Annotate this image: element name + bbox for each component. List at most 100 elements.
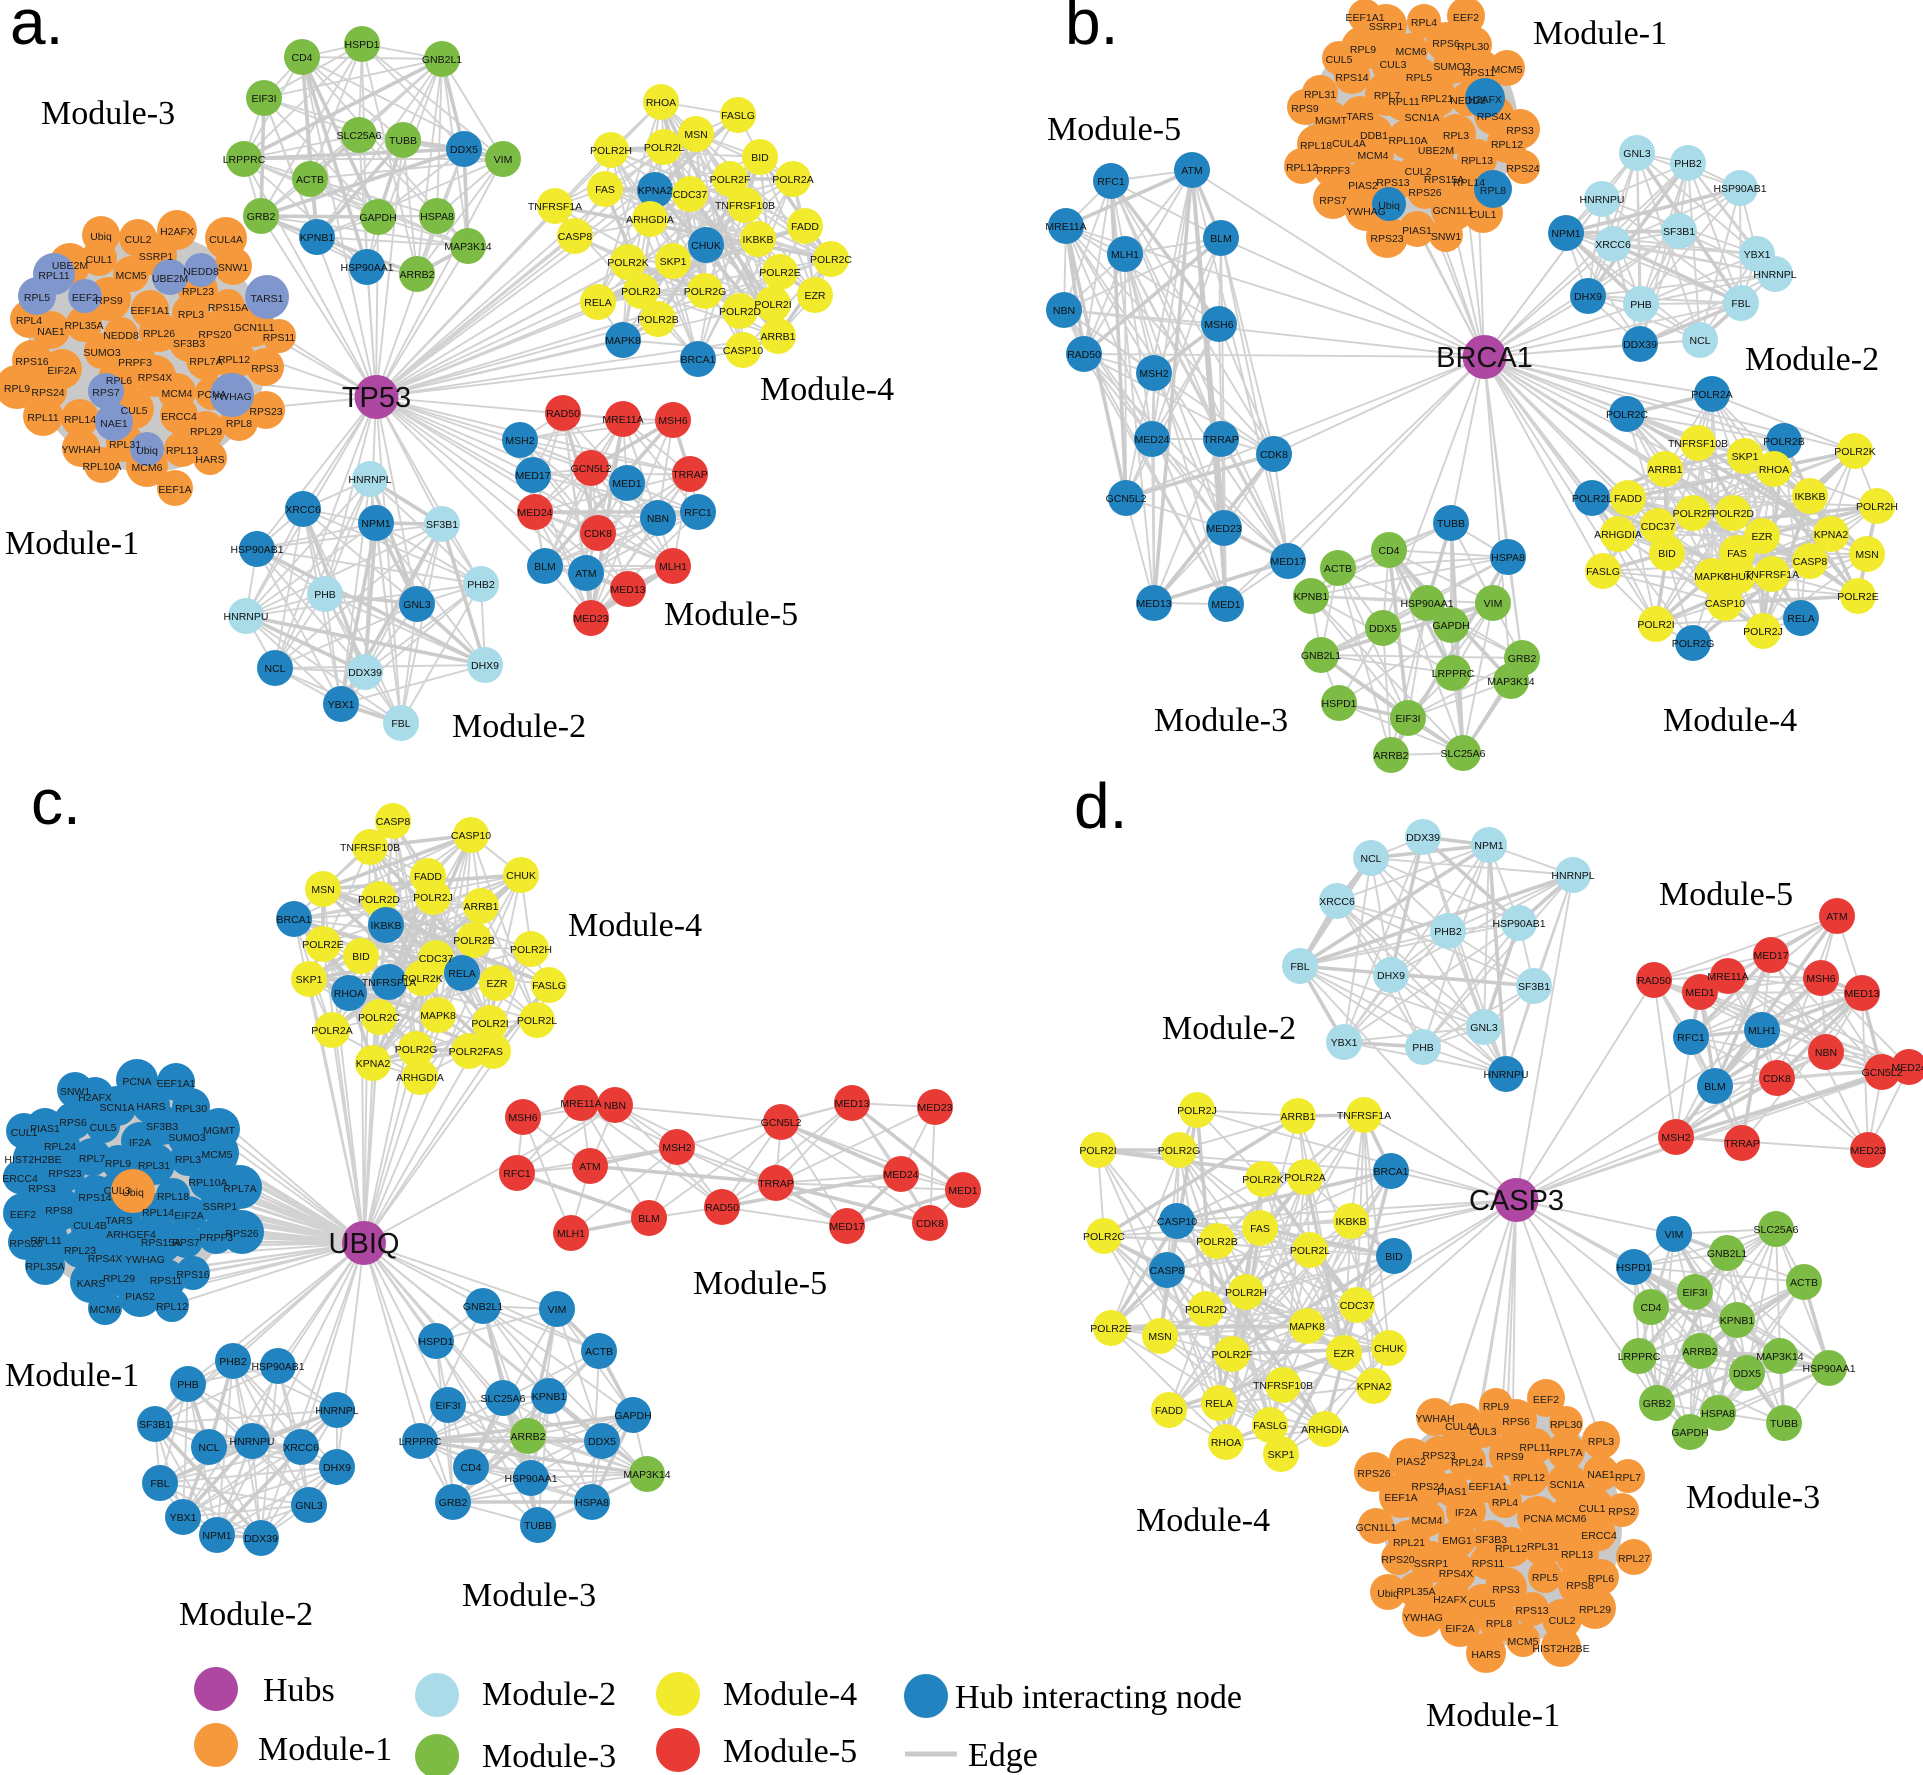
svg-text:PCNA: PCNA: [122, 1076, 151, 1088]
svg-text:SSRP1: SSRP1: [203, 1201, 238, 1213]
svg-text:MAPK8: MAPK8: [420, 1010, 456, 1022]
svg-text:RPL12: RPL12: [1491, 139, 1523, 151]
svg-text:POLR2I: POLR2I: [1079, 1145, 1116, 1157]
svg-text:RPL6: RPL6: [1588, 1573, 1614, 1585]
svg-text:POLR2D: POLR2D: [358, 894, 400, 906]
svg-text:YWHAG: YWHAG: [1346, 206, 1386, 218]
svg-text:SKP1: SKP1: [1268, 1449, 1295, 1461]
svg-text:RPL14: RPL14: [64, 414, 96, 426]
svg-text:ATM: ATM: [1826, 911, 1847, 923]
svg-text:RPL12: RPL12: [218, 354, 250, 366]
svg-text:RPS4X: RPS4X: [1477, 111, 1511, 123]
svg-text:MED1: MED1: [1685, 987, 1714, 999]
svg-text:SKP1: SKP1: [1732, 451, 1759, 463]
svg-text:RHOA: RHOA: [1211, 1437, 1241, 1449]
svg-text:MED23: MED23: [573, 613, 608, 625]
svg-text:RPS15A: RPS15A: [141, 1237, 181, 1249]
svg-text:SSRP1: SSRP1: [1369, 21, 1404, 33]
svg-text:RPS16: RPS16: [15, 356, 48, 368]
svg-text:HSP90AB1: HSP90AB1: [251, 1361, 304, 1373]
svg-text:ARRB1: ARRB1: [463, 901, 498, 913]
svg-text:MSH6: MSH6: [508, 1112, 537, 1124]
svg-text:GCN5L2: GCN5L2: [1106, 493, 1147, 505]
svg-text:CASP8: CASP8: [1150, 1265, 1185, 1277]
svg-text:POLR2G: POLR2G: [684, 286, 727, 298]
svg-text:RELA: RELA: [584, 297, 611, 309]
svg-text:ARRB2: ARRB2: [1373, 750, 1408, 762]
svg-text:RPS20: RPS20: [1381, 1554, 1414, 1566]
svg-text:POLR2D: POLR2D: [1712, 508, 1754, 520]
svg-text:HSP90AA1: HSP90AA1: [1802, 1363, 1855, 1375]
svg-text:ARRB1: ARRB1: [1647, 464, 1682, 476]
svg-text:YBX1: YBX1: [1744, 249, 1771, 261]
svg-text:Module-2: Module-2: [482, 1676, 616, 1713]
svg-text:DDX5: DDX5: [588, 1436, 616, 1448]
svg-text:DDX39: DDX39: [1406, 832, 1440, 844]
svg-text:Module-4: Module-4: [1663, 702, 1797, 739]
svg-text:UBIQ: UBIQ: [329, 1228, 400, 1260]
svg-text:RPL7A: RPL7A: [223, 1183, 256, 1195]
svg-text:RPL13: RPL13: [166, 445, 198, 457]
svg-text:VIM: VIM: [1484, 598, 1503, 610]
svg-text:EEF1A: EEF1A: [1384, 1492, 1417, 1504]
svg-text:RPS23: RPS23: [1422, 1450, 1455, 1462]
svg-text:FBL: FBL: [1290, 961, 1309, 973]
svg-text:MRE11A: MRE11A: [1707, 971, 1748, 983]
svg-text:RPL12: RPL12: [1286, 162, 1318, 174]
svg-text:Module-2: Module-2: [179, 1596, 313, 1633]
svg-text:ERCC4: ERCC4: [2, 1173, 38, 1185]
svg-text:PHB2: PHB2: [467, 579, 495, 591]
svg-text:RPS11: RPS11: [1463, 67, 1496, 79]
svg-text:CASP3: CASP3: [1469, 1185, 1564, 1217]
svg-text:Module-4: Module-4: [1136, 1502, 1270, 1539]
svg-text:GNL3: GNL3: [1470, 1022, 1498, 1034]
svg-text:EIF2A: EIF2A: [47, 365, 76, 377]
svg-text:Module-4: Module-4: [723, 1676, 857, 1713]
svg-text:TUBB: TUBB: [1770, 1418, 1798, 1430]
svg-text:POLR2F: POLR2F: [1673, 508, 1714, 520]
svg-text:EZR: EZR: [487, 978, 508, 990]
svg-text:POLR2K: POLR2K: [1834, 446, 1875, 458]
svg-text:ATM: ATM: [579, 1161, 600, 1173]
svg-text:PIAS1: PIAS1: [30, 1123, 60, 1135]
svg-text:FASLG: FASLG: [532, 980, 566, 992]
svg-text:MSN: MSN: [311, 884, 334, 896]
svg-text:EEF2: EEF2: [72, 292, 98, 304]
svg-text:RPL14: RPL14: [142, 1207, 174, 1219]
svg-text:RAD50: RAD50: [1637, 975, 1671, 987]
svg-text:Module-4: Module-4: [568, 907, 702, 944]
svg-text:UBE2M: UBE2M: [52, 260, 88, 272]
svg-text:POLR2J: POLR2J: [1177, 1105, 1217, 1117]
svg-text:MCM5: MCM5: [1508, 1636, 1539, 1648]
svg-text:RELA: RELA: [448, 968, 475, 980]
svg-text:NEDD8: NEDD8: [1450, 95, 1486, 107]
svg-text:PHB2: PHB2: [219, 1356, 247, 1368]
svg-text:CDC37: CDC37: [419, 953, 454, 965]
svg-text:EIF3I: EIF3I: [251, 93, 276, 105]
svg-text:Edge: Edge: [968, 1737, 1038, 1774]
svg-text:KPNB1: KPNB1: [532, 1391, 567, 1403]
svg-text:Module-3: Module-3: [1686, 1479, 1820, 1516]
svg-text:RPS8: RPS8: [1566, 1580, 1594, 1592]
svg-text:RPL27: RPL27: [1618, 1553, 1650, 1565]
svg-text:RPS15A: RPS15A: [208, 302, 248, 314]
svg-text:MGMT: MGMT: [203, 1125, 236, 1137]
svg-text:RPL24: RPL24: [1451, 1457, 1483, 1469]
svg-text:RHOA: RHOA: [334, 988, 364, 1000]
svg-text:HARS: HARS: [195, 454, 224, 466]
svg-text:Module-1: Module-1: [1533, 15, 1667, 52]
svg-text:CDC37: CDC37: [673, 189, 708, 201]
svg-text:TRRAP: TRRAP: [672, 469, 708, 481]
svg-text:DHX9: DHX9: [471, 660, 499, 672]
svg-text:HSPA8: HSPA8: [1701, 1408, 1735, 1420]
svg-text:PIAS2: PIAS2: [1348, 180, 1378, 192]
svg-text:MED24: MED24: [1134, 434, 1169, 446]
svg-text:Module-1: Module-1: [1426, 1697, 1560, 1734]
svg-text:MSN: MSN: [1855, 549, 1878, 561]
svg-text:RPS14: RPS14: [78, 1192, 111, 1204]
svg-text:NEDD8: NEDD8: [103, 330, 139, 342]
svg-text:BID: BID: [751, 152, 769, 164]
svg-text:POLR2A: POLR2A: [1691, 389, 1732, 401]
svg-text:RFC1: RFC1: [684, 507, 712, 519]
svg-text:VIM: VIM: [548, 1304, 567, 1316]
